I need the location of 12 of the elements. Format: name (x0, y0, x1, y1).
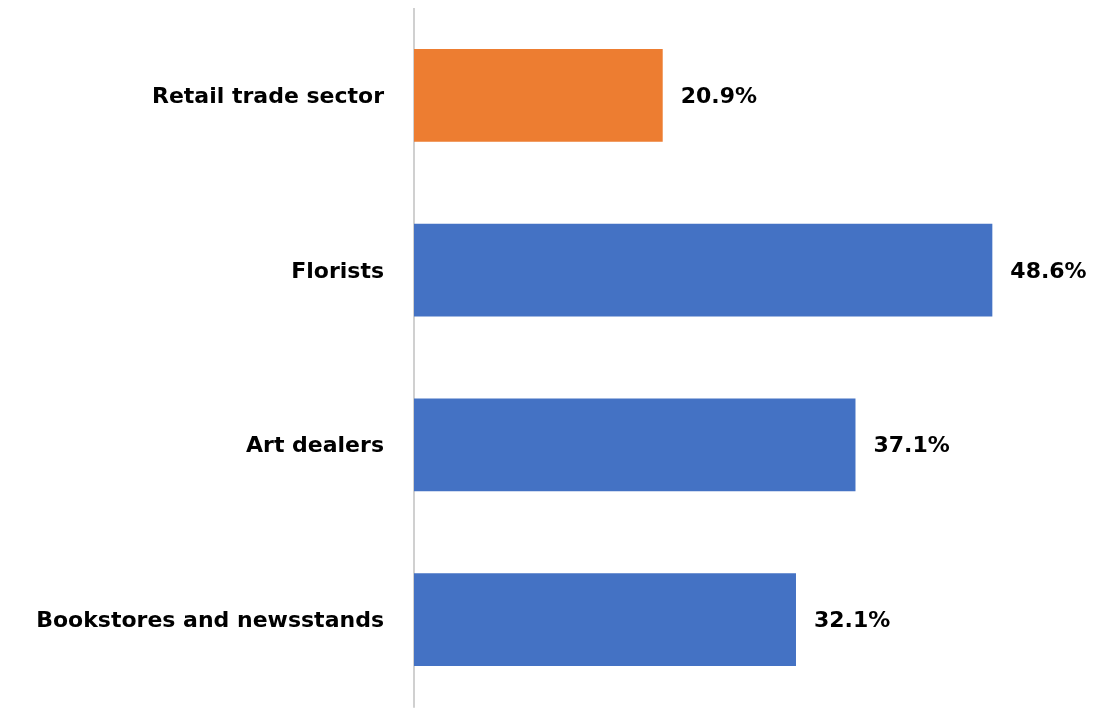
data-label: 32.1% (813, 607, 891, 633)
bar (414, 398, 856, 492)
y-tick-label: Retail trade sector (151, 82, 385, 108)
y-tick-label: Florists (291, 257, 384, 283)
y-tick-label: Art dealers (246, 432, 384, 458)
y-tick-label: Bookstores and newsstands (36, 607, 384, 633)
data-label: 48.6% (1010, 257, 1087, 283)
bar (414, 573, 796, 666)
bar (414, 49, 663, 142)
data-label: 37.1% (873, 432, 950, 458)
data-label: 20.9% (680, 82, 758, 108)
bar (414, 223, 993, 317)
